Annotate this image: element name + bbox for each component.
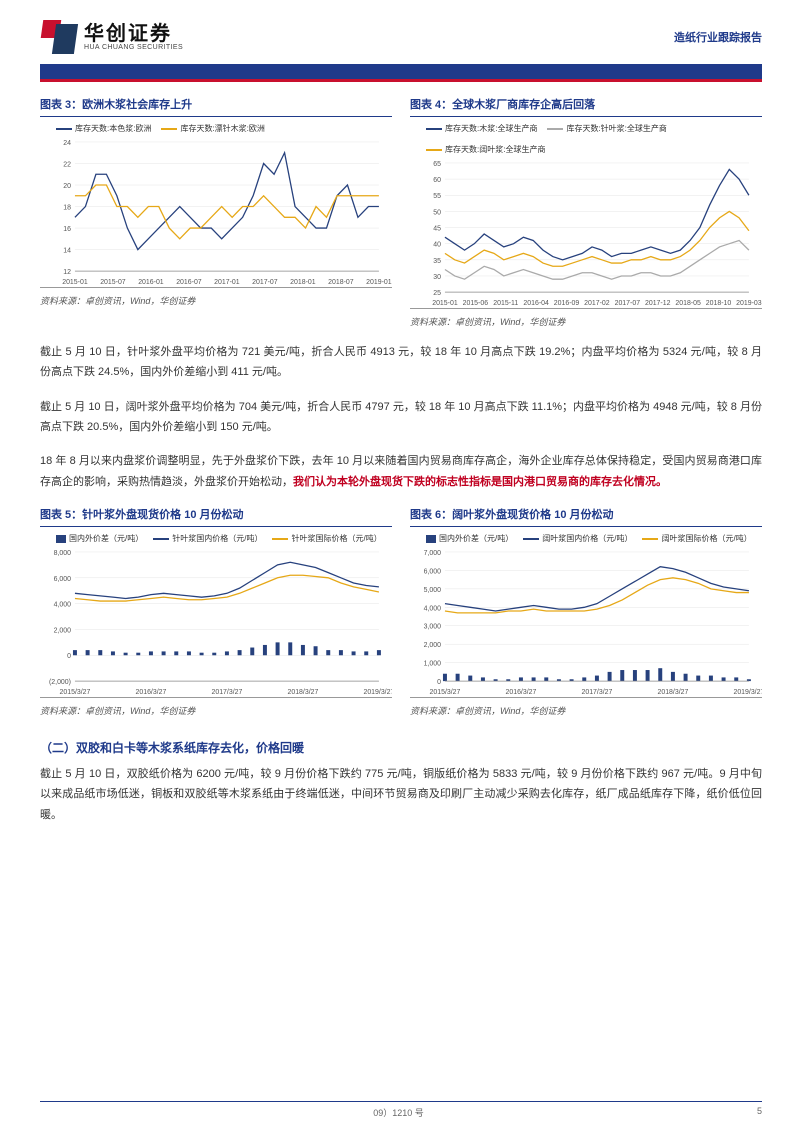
svg-text:4,000: 4,000 bbox=[424, 605, 442, 612]
svg-text:45: 45 bbox=[433, 226, 441, 233]
section-2-heading: （二）双胶和白卡等木浆系纸库存去化，价格回暖 bbox=[40, 739, 762, 756]
svg-text:2018/3/27: 2018/3/27 bbox=[657, 689, 688, 696]
svg-text:3,000: 3,000 bbox=[424, 624, 442, 631]
svg-text:2016-04: 2016-04 bbox=[523, 300, 549, 307]
figure-4-title: 图表 4：全球木浆厂商库存企高后回落 bbox=[410, 96, 762, 117]
svg-text:2017-01: 2017-01 bbox=[214, 279, 240, 286]
footer-center: 09）1210 号 bbox=[40, 1106, 757, 1119]
doc-type: 造纸行业跟踪报告 bbox=[674, 29, 762, 45]
svg-text:2017-07: 2017-07 bbox=[252, 279, 278, 286]
section-2-para: 截止 5 月 10 日，双胶纸价格为 6200 元/吨，较 9 月份价格下跌约 … bbox=[40, 764, 762, 825]
svg-text:2018-07: 2018-07 bbox=[328, 279, 354, 286]
figure-5-legend: 国内外价差（元/吨）针叶浆国内价格（元/吨）针叶浆国际价格（元/吨） bbox=[56, 533, 392, 544]
svg-text:2015-11: 2015-11 bbox=[493, 300, 518, 307]
svg-text:2017-02: 2017-02 bbox=[584, 300, 610, 307]
figure-6-legend: 国内外价差（元/吨）阔叶浆国内价格（元/吨）阔叶浆国际价格（元/吨） bbox=[426, 533, 762, 544]
svg-text:22: 22 bbox=[63, 161, 71, 168]
para-3: 18 年 8 月以来内盘浆价调整明显，先于外盘浆价下跌，去年 10 月以来随着国… bbox=[40, 451, 762, 492]
svg-text:2,000: 2,000 bbox=[54, 627, 72, 634]
svg-text:2016/3/27: 2016/3/27 bbox=[505, 689, 536, 696]
svg-text:2015-07: 2015-07 bbox=[100, 279, 126, 286]
figure-6-title: 图表 6：阔叶浆外盘现货价格 10 月份松动 bbox=[410, 506, 762, 527]
svg-text:2015-01: 2015-01 bbox=[432, 300, 458, 307]
header-bar bbox=[40, 64, 762, 82]
figure-6-source: 资料来源：卓创资讯，Wind，华创证券 bbox=[410, 704, 762, 717]
svg-text:60: 60 bbox=[433, 177, 441, 184]
svg-text:2016-01: 2016-01 bbox=[138, 279, 164, 286]
svg-text:16: 16 bbox=[63, 226, 71, 233]
figure-5-source: 资料来源：卓创资讯，Wind，华创证券 bbox=[40, 704, 392, 717]
svg-text:4,000: 4,000 bbox=[54, 602, 72, 609]
svg-text:2019/3/27: 2019/3/27 bbox=[363, 689, 392, 696]
figure-4-source: 资料来源：卓创资讯，Wind，华创证券 bbox=[410, 315, 762, 328]
svg-text:24: 24 bbox=[63, 140, 71, 147]
svg-text:2018-10: 2018-10 bbox=[706, 300, 732, 307]
svg-text:50: 50 bbox=[433, 209, 441, 216]
figure-6-chart: 0 1,000 2,000 3,000 4,000 5,000 6,000 7,000 2015… bbox=[410, 548, 762, 697]
svg-text:0: 0 bbox=[67, 653, 71, 660]
svg-text:2019/3/27: 2019/3/27 bbox=[733, 689, 762, 696]
figure-5: 图表 5：针叶浆外盘现货价格 10 月份松动 国内外价差（元/吨）针叶浆国内价格… bbox=[40, 506, 392, 717]
svg-text:8,000: 8,000 bbox=[54, 550, 72, 557]
logo-en: HUA CHUANG SECURITIES bbox=[84, 44, 183, 51]
svg-text:40: 40 bbox=[433, 242, 441, 249]
figure-4-legend: 库存天数:木浆:全球生产商库存天数:针叶浆:全球生产商库存天数:阔叶浆:全球生产… bbox=[426, 123, 762, 155]
svg-text:6,000: 6,000 bbox=[424, 568, 442, 575]
footer: 09）1210 号 5 bbox=[40, 1101, 762, 1119]
figure-3-source: 资料来源：卓创资讯，Wind，华创证券 bbox=[40, 294, 392, 307]
figure-3-legend: 库存天数:本色浆:欧洲库存天数:漂针木浆:欧洲 bbox=[56, 123, 392, 134]
svg-text:2015-01: 2015-01 bbox=[62, 279, 88, 286]
para-3b: 我们认为本轮外盘现货下跌的标志性指标是国内港口贸易商的库存去化情况。 bbox=[293, 476, 667, 488]
svg-text:18: 18 bbox=[63, 205, 71, 212]
svg-text:20: 20 bbox=[63, 183, 71, 190]
svg-text:2015/3/27: 2015/3/27 bbox=[430, 689, 461, 696]
svg-text:30: 30 bbox=[433, 274, 441, 281]
svg-text:0: 0 bbox=[437, 679, 441, 686]
svg-text:55: 55 bbox=[433, 193, 441, 200]
logo-cn: 华创证券 bbox=[84, 24, 183, 44]
svg-text:2019-03: 2019-03 bbox=[736, 300, 762, 307]
logo: 华创证券 HUA CHUANG SECURITIES bbox=[40, 18, 183, 56]
svg-text:2016/3/27: 2016/3/27 bbox=[135, 689, 166, 696]
svg-text:2018-01: 2018-01 bbox=[290, 279, 316, 286]
svg-text:2,000: 2,000 bbox=[424, 642, 442, 649]
svg-text:2017/3/27: 2017/3/27 bbox=[581, 689, 612, 696]
figure-3: 图表 3：欧洲木浆社会库存上升 库存天数:本色浆:欧洲库存天数:漂针木浆:欧洲 … bbox=[40, 96, 392, 328]
para-2: 截止 5 月 10 日，阔叶浆外盘平均价格为 704 美元/吨，折合人民币 47… bbox=[40, 397, 762, 438]
svg-text:12: 12 bbox=[63, 269, 71, 276]
svg-text:6,000: 6,000 bbox=[54, 576, 72, 583]
svg-text:2017-07: 2017-07 bbox=[615, 300, 641, 307]
svg-text:1,000: 1,000 bbox=[424, 661, 442, 668]
figure-4: 图表 4：全球木浆厂商库存企高后回落 库存天数:木浆:全球生产商库存天数:针叶浆… bbox=[410, 96, 762, 328]
header: 华创证券 HUA CHUANG SECURITIES 造纸行业跟踪报告 bbox=[0, 0, 802, 64]
svg-text:25: 25 bbox=[433, 290, 441, 297]
figure-5-title: 图表 5：针叶浆外盘现货价格 10 月份松动 bbox=[40, 506, 392, 527]
svg-text:14: 14 bbox=[63, 248, 71, 255]
svg-text:2019-01: 2019-01 bbox=[366, 279, 392, 286]
svg-text:2017/3/27: 2017/3/27 bbox=[211, 689, 242, 696]
svg-text:65: 65 bbox=[433, 161, 441, 168]
svg-text:2018-05: 2018-05 bbox=[675, 300, 701, 307]
svg-text:2015-06: 2015-06 bbox=[463, 300, 489, 307]
figure-6: 图表 6：阔叶浆外盘现货价格 10 月份松动 国内外价差（元/吨）阔叶浆国内价格… bbox=[410, 506, 762, 717]
svg-text:35: 35 bbox=[433, 258, 441, 265]
page-number: 5 bbox=[757, 1106, 762, 1119]
svg-text:5,000: 5,000 bbox=[424, 587, 442, 594]
svg-text:2018/3/27: 2018/3/27 bbox=[287, 689, 318, 696]
svg-text:2017-12: 2017-12 bbox=[645, 300, 671, 307]
svg-text:7,000: 7,000 bbox=[424, 550, 442, 557]
svg-text:(2,000): (2,000) bbox=[49, 679, 71, 686]
logo-icon bbox=[40, 18, 78, 56]
figure-5-chart: (2,000) 0 2,000 4,000 6,000 8,000 2015/3/27 201… bbox=[40, 548, 392, 697]
figure-3-title: 图表 3：欧洲木浆社会库存上升 bbox=[40, 96, 392, 117]
figure-3-chart: 12 14 16 18 20 22 24 2015-01 2015-07 2016-01 2016-… bbox=[40, 138, 392, 287]
para-1: 截止 5 月 10 日，针叶浆外盘平均价格为 721 美元/吨，折合人民币 49… bbox=[40, 342, 762, 383]
svg-text:2015/3/27: 2015/3/27 bbox=[60, 689, 91, 696]
figure-4-chart: 25 30 35 40 45 50 55 60 65 2015-01 2015-06 2015-11 2… bbox=[410, 159, 762, 308]
svg-text:2016-09: 2016-09 bbox=[554, 300, 580, 307]
svg-text:2016-07: 2016-07 bbox=[176, 279, 202, 286]
